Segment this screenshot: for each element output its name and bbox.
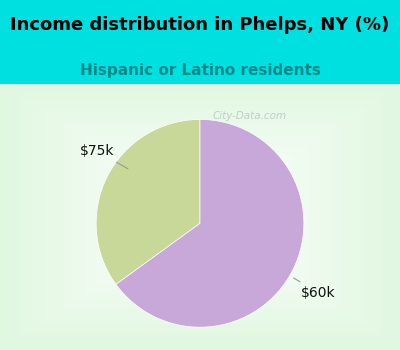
- Text: $75k: $75k: [80, 144, 128, 169]
- Text: Income distribution in Phelps, NY (%): Income distribution in Phelps, NY (%): [10, 16, 390, 35]
- Text: $60k: $60k: [294, 278, 336, 300]
- Wedge shape: [116, 119, 304, 327]
- Text: City-Data.com: City-Data.com: [212, 111, 286, 121]
- Wedge shape: [96, 119, 200, 285]
- Text: Hispanic or Latino residents: Hispanic or Latino residents: [80, 63, 320, 78]
